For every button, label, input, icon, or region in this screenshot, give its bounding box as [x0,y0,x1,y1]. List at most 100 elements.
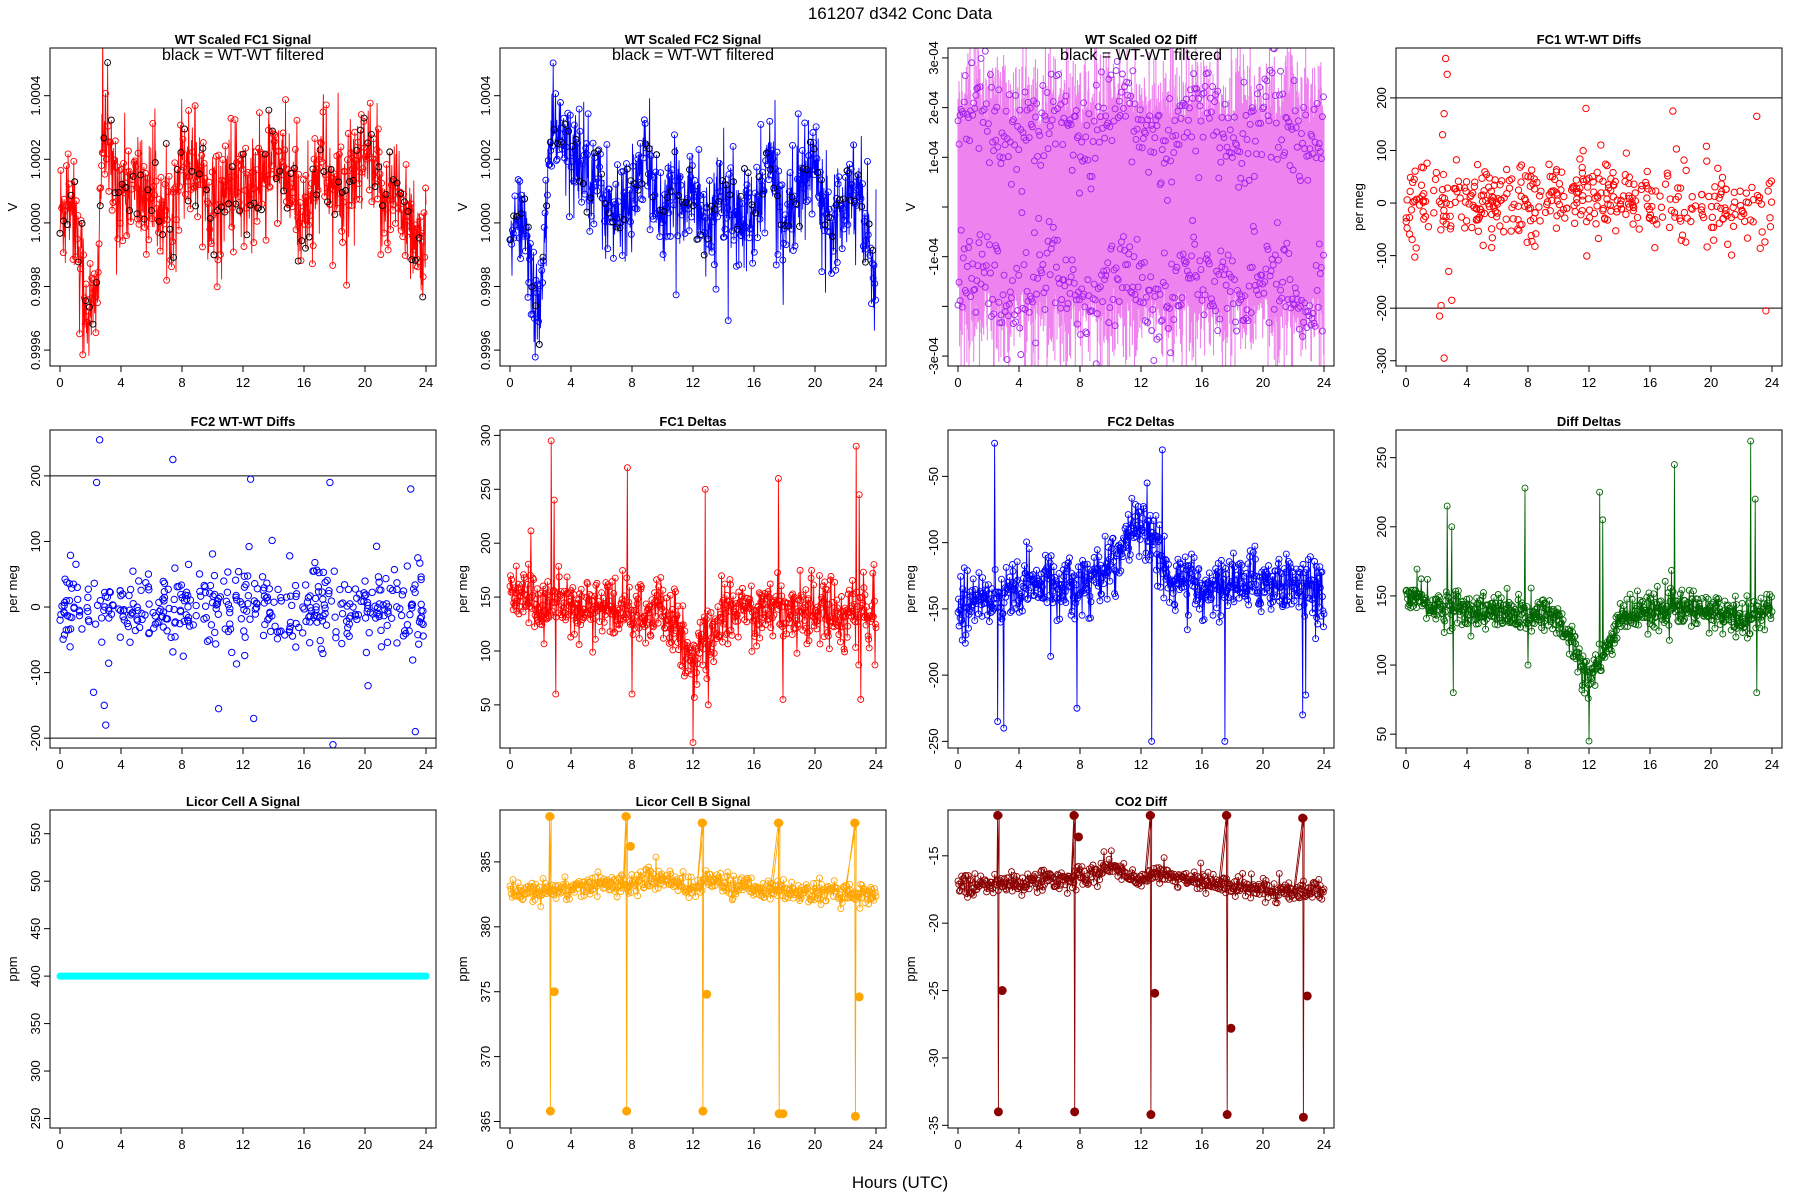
data-point [747,599,755,607]
data-point [285,625,294,634]
filtered-point [565,127,573,135]
data-point [322,621,331,629]
data-point [1727,251,1736,259]
data-point [60,609,69,617]
data-point [611,574,619,582]
x-tick-label: 24 [419,375,433,390]
data-point [793,201,801,209]
data-point [704,701,712,709]
data-point [1126,551,1134,558]
x-tick-label: 8 [1524,375,1531,390]
data-point [1280,245,1288,253]
data-point [1491,620,1499,628]
data-point [1023,287,1031,295]
data-point [978,601,986,609]
data-point [1033,290,1040,298]
data-point [57,166,65,174]
data-point [1620,602,1628,610]
data-point [1531,606,1539,613]
data-point [1315,603,1323,611]
data-point [182,588,191,596]
data-point [57,610,65,619]
data-point [268,536,276,545]
data-point [985,159,993,167]
data-point [244,591,253,600]
data-point [1314,303,1322,311]
data-point [1050,236,1058,244]
data-point [213,283,221,291]
data-point [201,602,210,610]
data-point [373,609,381,617]
data-point [95,436,104,444]
data-point [690,694,698,701]
data-point [993,604,1001,612]
filtered-point [583,208,591,216]
data-point [142,250,150,258]
filtered-point [785,222,792,230]
data-point [1095,138,1103,146]
data-point [579,160,586,168]
data-point [286,623,294,631]
data-point [1599,177,1607,185]
data-point [544,578,552,585]
data-point [737,232,745,240]
data-point [693,182,701,190]
data-point [1430,611,1438,618]
data-point [86,260,94,267]
data-point [1148,737,1156,745]
data-point [1757,200,1766,208]
y-tick-label: 1.0000 [28,203,43,243]
data-point [872,624,880,632]
data-point [1675,618,1683,626]
data-point [714,213,722,221]
data-point [959,110,967,118]
data-point [318,158,326,166]
data-point [1463,595,1471,603]
data-point [593,579,601,587]
data-point [563,157,571,165]
data-point [271,131,279,139]
data-point [273,635,282,643]
data-point [321,604,329,612]
data-point [1298,130,1305,137]
data-point [666,634,674,642]
data-point [800,184,808,192]
data-point [1481,618,1488,626]
data-point [846,608,854,616]
data-point [1703,157,1711,165]
data-point [1190,554,1198,562]
data-point [341,168,349,176]
data-point [1442,220,1450,228]
data-point [379,601,387,609]
data-point [1210,302,1217,310]
data-point [802,198,810,206]
data-point [214,704,223,713]
data-point [1009,277,1016,285]
data-point [1649,621,1657,629]
data-point [553,598,561,606]
data-point [1207,108,1215,116]
data-point [1044,237,1052,245]
data-point [1439,212,1448,221]
data-point [1269,261,1277,269]
data-point [682,655,690,663]
filtered-point [60,217,68,225]
filtered-point [557,138,565,146]
data-point [102,89,110,97]
data-point [1093,310,1101,318]
data-point [398,206,406,213]
data-point [1286,276,1294,284]
data-point [223,588,232,597]
data-point [798,146,806,154]
data-point [296,199,304,207]
data-point [1300,104,1308,112]
data-point [1158,316,1166,324]
data-point [345,620,354,628]
data-point [76,330,83,338]
data-point [1314,144,1322,152]
data-point [1270,305,1278,313]
data-point [1592,220,1600,228]
data-point [1465,200,1473,208]
data-point [1154,582,1161,590]
data-point [221,625,229,633]
